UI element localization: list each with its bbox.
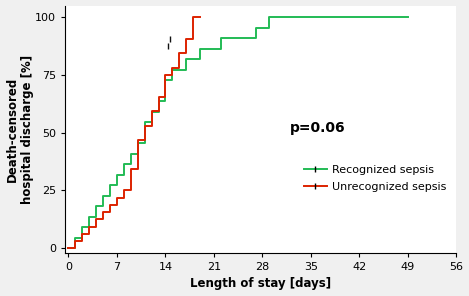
X-axis label: Length of stay [days]: Length of stay [days] [190,277,331,290]
Y-axis label: Death-censored
hospital discharge [%]: Death-censored hospital discharge [%] [6,55,34,204]
Legend: Recognized sepsis, Unrecognized sepsis: Recognized sepsis, Unrecognized sepsis [300,161,451,197]
Text: p=0.06: p=0.06 [290,121,346,135]
